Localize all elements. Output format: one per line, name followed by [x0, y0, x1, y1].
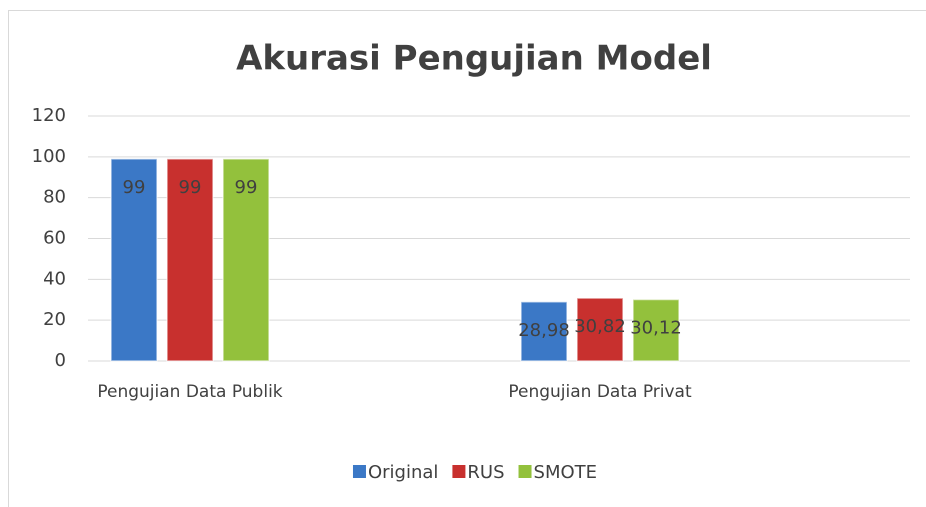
x-tick-label: Pengujian Data Privat	[508, 382, 692, 402]
chart-title: Akurasi Pengujian Model	[236, 39, 712, 79]
legend-swatch	[518, 465, 532, 478]
data-label: 99	[235, 177, 258, 198]
bar	[632, 298, 680, 362]
data-label: 30,82	[574, 316, 626, 337]
y-tick-label: 40	[43, 268, 66, 289]
data-label: 99	[179, 177, 202, 198]
x-tick-label: Pengujian Data Publik	[97, 382, 283, 402]
y-tick-label: 100	[32, 146, 66, 167]
y-tick-label: 80	[43, 187, 66, 208]
y-tick-label: 60	[43, 228, 66, 249]
data-label: 28,98	[518, 320, 570, 341]
y-tick-label: 0	[55, 350, 66, 371]
y-tick-label: 20	[43, 309, 66, 330]
legend-item: RUS	[452, 462, 505, 483]
legend: Original RUS SMOTE	[352, 462, 598, 483]
bar	[222, 158, 270, 362]
data-label: 99	[123, 177, 146, 198]
bar	[576, 297, 624, 362]
legend-item: SMOTE	[518, 462, 598, 483]
data-label: 30,12	[630, 318, 682, 339]
legend-label: RUS	[467, 462, 504, 483]
legend-swatch	[452, 465, 466, 478]
legend-label: SMOTE	[534, 462, 598, 483]
bar	[520, 301, 568, 362]
legend-label: Original	[368, 462, 438, 483]
bar	[110, 158, 158, 362]
legend-item: Original	[352, 462, 438, 483]
chart-border	[8, 10, 926, 507]
legend-swatch	[352, 465, 366, 478]
bar	[166, 158, 214, 362]
y-tick-label: 120	[32, 105, 66, 126]
